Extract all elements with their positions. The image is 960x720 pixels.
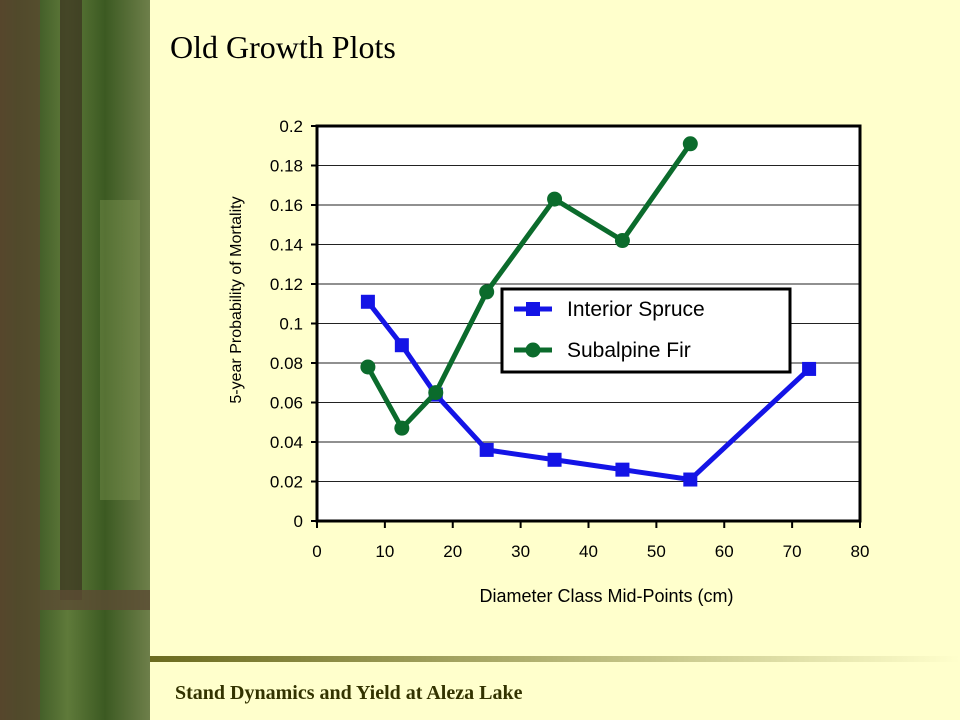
point bbox=[479, 442, 494, 457]
point bbox=[547, 452, 562, 467]
footer-rule bbox=[150, 656, 960, 662]
plot-border bbox=[315, 124, 862, 523]
x-tick-label: 0 bbox=[312, 542, 321, 561]
point bbox=[360, 359, 376, 375]
legend-label: Interior Spruce bbox=[567, 298, 705, 321]
series-line bbox=[365, 300, 811, 483]
x-axis-label: Diameter Class Mid-Points (cm) bbox=[479, 586, 733, 606]
legend-label: Subalpine Fir bbox=[567, 339, 691, 362]
y-tick-label: 0.18 bbox=[270, 157, 303, 176]
y-tick-label: 0.1 bbox=[279, 315, 303, 334]
y-tick-label: 0.06 bbox=[270, 394, 303, 413]
point bbox=[614, 233, 630, 249]
y-tick-label: 0.02 bbox=[270, 473, 303, 492]
slide-title: Old Growth Plots bbox=[170, 29, 396, 65]
x-tick-label: 50 bbox=[647, 542, 666, 561]
point bbox=[802, 361, 817, 376]
legend-marker bbox=[525, 342, 541, 358]
point bbox=[394, 338, 409, 353]
point bbox=[682, 136, 698, 152]
y-tick-label: 0 bbox=[294, 512, 303, 531]
x-tick-label: 20 bbox=[443, 542, 462, 561]
x-tick-label: 80 bbox=[851, 542, 870, 561]
y-tick-label: 0.14 bbox=[270, 236, 303, 255]
y-tick-label: 0.04 bbox=[270, 433, 303, 452]
y-axis-label: 5-year Probability of Mortality bbox=[228, 196, 245, 403]
point bbox=[479, 284, 495, 300]
x-tick-label: 10 bbox=[375, 542, 394, 561]
point bbox=[683, 472, 698, 487]
forest-photo bbox=[0, 0, 150, 720]
x-tick-label: 70 bbox=[783, 542, 802, 561]
legend-box bbox=[500, 287, 792, 374]
point bbox=[615, 462, 630, 477]
point bbox=[360, 294, 375, 309]
x-tick-label: 60 bbox=[715, 542, 734, 561]
slide-footer: Stand Dynamics and Yield at Aleza Lake bbox=[175, 682, 523, 704]
legend-marker bbox=[526, 302, 540, 316]
point bbox=[428, 385, 444, 401]
legend: Interior Spruce Subalpine Fir bbox=[500, 287, 792, 374]
point bbox=[547, 191, 563, 207]
y-tick-label: 0.12 bbox=[270, 275, 303, 294]
y-tick-label: 0.2 bbox=[279, 117, 303, 136]
chart: 0 0.02 0.04 0.06 0.08 0.1 0.12 0.14 0.16 0.18 0.2 0… bbox=[228, 117, 869, 606]
y-tick-label: 0.16 bbox=[270, 196, 303, 215]
x-tick-label: 30 bbox=[511, 542, 530, 561]
point bbox=[394, 420, 410, 436]
y-tick-label: 0.08 bbox=[270, 354, 303, 373]
x-tick-label: 40 bbox=[579, 542, 598, 561]
